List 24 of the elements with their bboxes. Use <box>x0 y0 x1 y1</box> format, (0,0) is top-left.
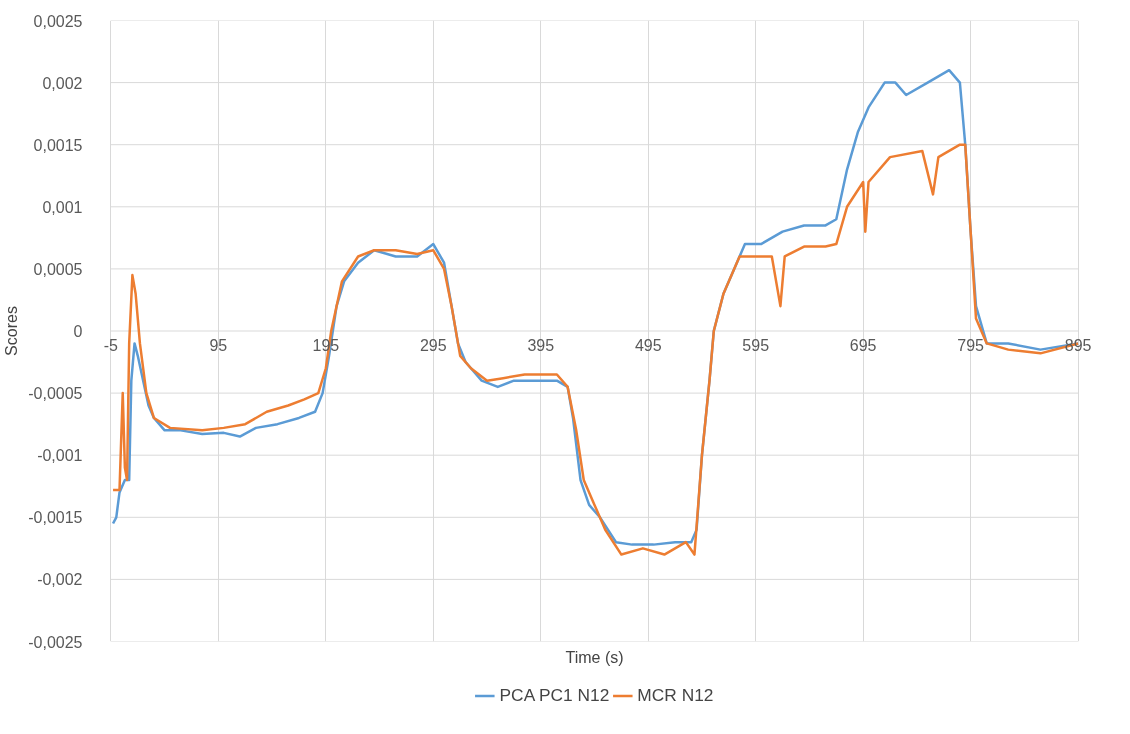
y-axis-title: Scores <box>3 306 21 356</box>
y-tick-label: 0 <box>73 323 83 340</box>
x-tick-label: 595 <box>742 337 770 354</box>
legend-label: MCR N12 <box>637 684 714 706</box>
legend-label: PCA PC1 N12 <box>499 684 610 706</box>
y-tick-label: -0,0025 <box>28 633 83 651</box>
x-tick-label: 295 <box>419 337 447 354</box>
x-tick-label: -5 <box>103 337 119 354</box>
x-tick-label: 495 <box>634 337 662 354</box>
x-tick-label: 795 <box>957 337 985 354</box>
x-tick-label: 695 <box>849 337 877 354</box>
y-tick-label: -0,0015 <box>28 509 83 527</box>
y-tick-label: 0,0005 <box>33 260 83 278</box>
y-tick-label: -0,002 <box>37 571 83 589</box>
x-tick-label: 95 <box>209 337 228 354</box>
y-tick-label: 0,002 <box>42 74 83 92</box>
x-tick-label: 395 <box>527 337 555 354</box>
x-tick-label: 895 <box>1064 337 1092 354</box>
x-axis-title: Time (s) <box>565 648 624 666</box>
y-tick-label: 0,0025 <box>33 12 83 30</box>
y-tick-label: 0,0015 <box>33 136 83 154</box>
y-tick-label: 0,001 <box>42 198 83 216</box>
y-tick-label: -0,0005 <box>28 385 83 403</box>
y-tick-label: -0,001 <box>37 447 83 465</box>
